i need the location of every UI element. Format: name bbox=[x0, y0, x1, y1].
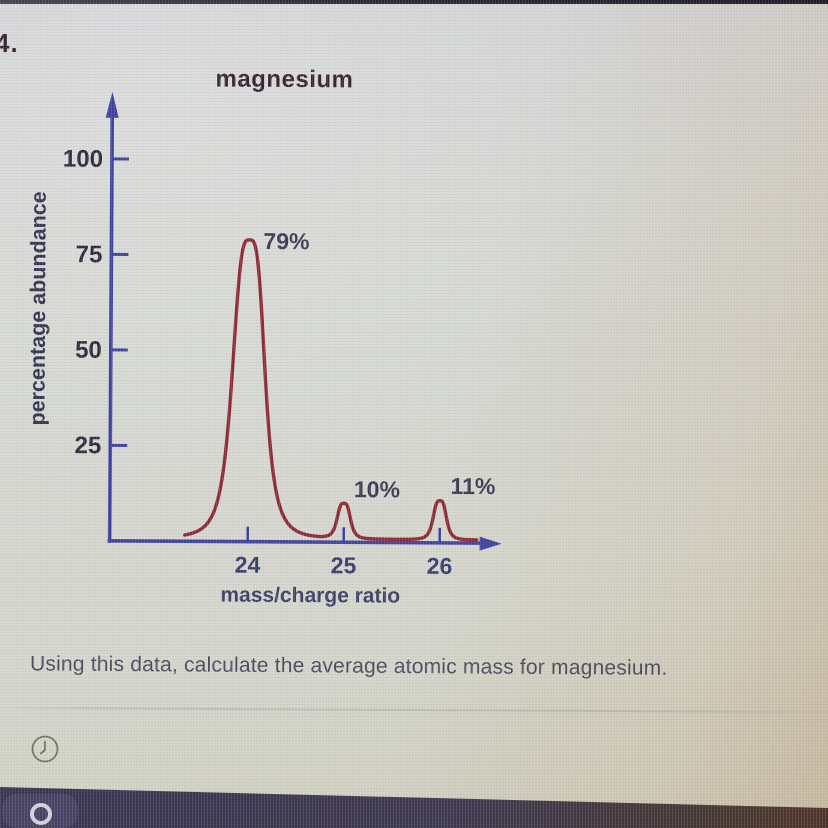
x-tick-label: 24 bbox=[235, 552, 261, 578]
taskbar-search-button[interactable] bbox=[2, 794, 78, 828]
y-axis bbox=[107, 116, 115, 543]
chart-title: magnesium bbox=[215, 65, 353, 93]
x-axis-arrow bbox=[479, 536, 502, 551]
y-tick-label: 50 bbox=[75, 337, 102, 364]
y-tick-label: 25 bbox=[74, 432, 101, 459]
peak-label: 79% bbox=[263, 228, 309, 254]
peak-label: 10% bbox=[354, 476, 400, 502]
y-tick-label: 100 bbox=[63, 146, 103, 173]
x-axis bbox=[107, 539, 483, 545]
x-tick-label: 26 bbox=[427, 553, 453, 579]
screen-top-edge bbox=[0, 0, 828, 4]
peak-label: 11% bbox=[451, 473, 496, 499]
x-axis-label: mass/charge ratio bbox=[220, 584, 400, 608]
spectrum-curve bbox=[182, 238, 479, 542]
y-axis-label: percentage abundance bbox=[25, 191, 50, 425]
x-tick-label: 25 bbox=[331, 552, 357, 578]
search-icon bbox=[30, 803, 52, 825]
y-axis-arrow bbox=[105, 91, 119, 118]
y-tick-label: 75 bbox=[76, 241, 103, 268]
clock-icon[interactable] bbox=[28, 732, 62, 766]
question-number: 4. bbox=[0, 28, 19, 58]
